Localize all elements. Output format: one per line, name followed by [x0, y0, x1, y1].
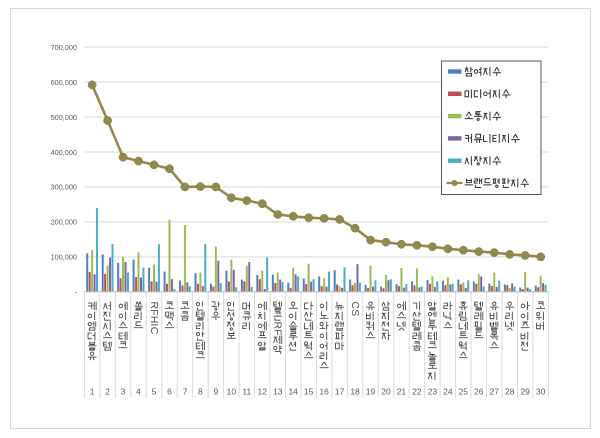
- svg-text:300,000: 300,000: [51, 183, 77, 192]
- svg-text:27: 27: [490, 387, 500, 397]
- svg-text:30: 30: [536, 387, 546, 397]
- svg-text:24: 24: [443, 387, 453, 397]
- svg-text:1: 1: [90, 387, 95, 397]
- svg-text:17: 17: [335, 387, 345, 397]
- svg-text:5: 5: [152, 387, 157, 397]
- svg-text:4: 4: [136, 387, 141, 397]
- svg-text:12: 12: [258, 387, 268, 397]
- svg-text:-: -: [75, 288, 78, 297]
- svg-text:14: 14: [288, 387, 298, 397]
- svg-text:CS: CS: [349, 302, 360, 317]
- svg-text:26: 26: [474, 387, 484, 397]
- svg-text:100,000: 100,000: [51, 253, 77, 262]
- svg-text:9: 9: [213, 387, 218, 397]
- svg-text:19: 19: [366, 387, 376, 397]
- svg-text:28: 28: [505, 387, 515, 397]
- svg-text:18: 18: [350, 387, 360, 397]
- svg-text:13: 13: [273, 387, 283, 397]
- svg-text:25: 25: [459, 387, 469, 397]
- svg-text:2: 2: [105, 387, 110, 397]
- svg-text:23: 23: [428, 387, 438, 397]
- svg-text:500,000: 500,000: [51, 113, 77, 122]
- svg-text:RFHIC: RFHIC: [148, 302, 159, 335]
- svg-text:3: 3: [121, 387, 126, 397]
- svg-text:29: 29: [520, 387, 530, 397]
- svg-text:15: 15: [304, 387, 314, 397]
- svg-text:400,000: 400,000: [51, 148, 77, 157]
- svg-text:600,000: 600,000: [51, 78, 77, 87]
- svg-text:RF: RF: [272, 322, 283, 336]
- svg-text:16: 16: [319, 387, 329, 397]
- svg-text:200,000: 200,000: [51, 218, 77, 227]
- svg-text:10: 10: [227, 387, 237, 397]
- svg-text:21: 21: [397, 387, 407, 397]
- svg-text:22: 22: [412, 387, 422, 397]
- svg-text:20: 20: [381, 387, 391, 397]
- svg-text:8: 8: [198, 387, 203, 397]
- svg-text:11: 11: [242, 387, 251, 397]
- svg-text:6: 6: [167, 387, 172, 397]
- svg-text:700,000: 700,000: [51, 43, 77, 52]
- svg-text:7: 7: [183, 387, 188, 397]
